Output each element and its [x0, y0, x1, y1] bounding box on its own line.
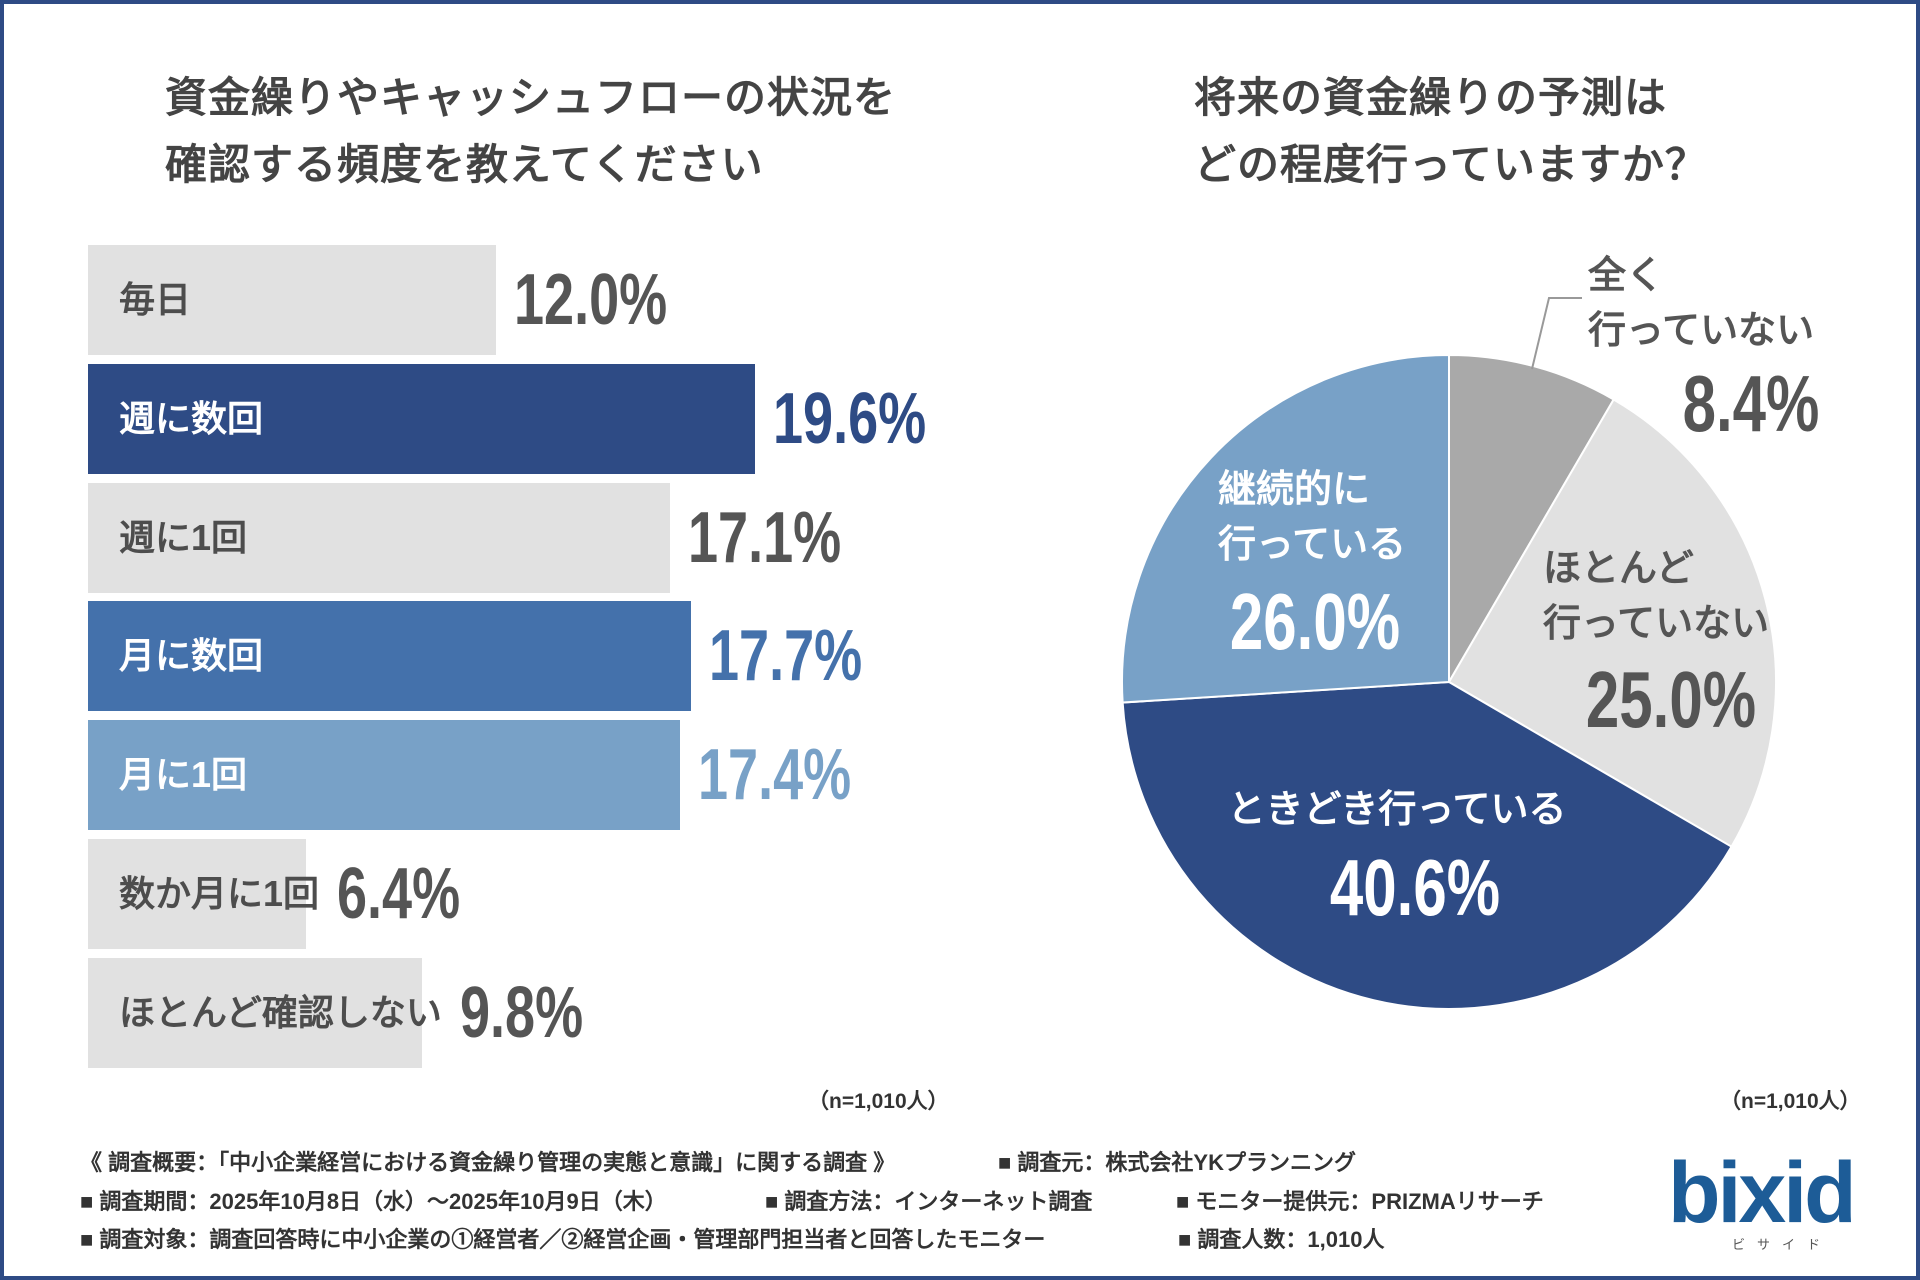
pie-slice-not-at-all	[1448, 353, 1616, 686]
bar-value-label: 19.6%	[773, 379, 927, 459]
pie-label-hardly-line: 行っていない	[1543, 603, 1770, 645]
footer-surveyor: ■ 調査元：株式会社YKプランニング	[998, 1150, 1356, 1175]
pie-label-not-at-all-line: 全く	[1588, 255, 1665, 297]
logo-subtext: ビサイド	[1732, 1237, 1833, 1252]
pie-chart-title-line: どの程度行っていますか？	[1194, 141, 1708, 188]
bar-value-label: 17.7%	[708, 616, 862, 696]
pie-chart-sample-note: （n=1,010人）	[1720, 1090, 1861, 1113]
footer-sample-size: ■ 調査人数：1,010人	[1178, 1227, 1385, 1252]
bar-value-label: 12.0%	[514, 260, 668, 340]
pie-value-not-at-all: 8.4%	[1682, 359, 1820, 448]
pie-value-hardly: 25.0%	[1585, 655, 1757, 744]
pie-value-continuously: 26.0%	[1229, 577, 1401, 666]
pie-leader-line	[1531, 297, 1582, 370]
bar	[88, 483, 671, 593]
bar-category-label: 週に数回	[119, 398, 264, 439]
pie-label-hardly-line: ほとんど	[1543, 548, 1694, 590]
logo-wordmark: bixid	[1668, 1145, 1857, 1241]
bar-row: 数か月に1回 6.4%	[88, 839, 1088, 949]
footer-survey-period: ■ 調査期間：2025年10月8日（水）～2025年10月9日（木）	[80, 1189, 667, 1214]
footer-survey-target: ■ 調査対象：調査回答時に中小企業の①経営者／②経営企画・管理部門担当者と回答し…	[80, 1227, 1046, 1252]
bar-category-label: 数か月に1回	[119, 873, 320, 914]
bar	[88, 245, 497, 355]
pie-label-continuously-line: 継続的に	[1218, 469, 1371, 511]
pie-label-not-at-all-line: 行っていない	[1588, 310, 1815, 352]
bar-row: 週に1回 17.1%	[88, 483, 1088, 593]
pie-slice-sometimes	[1121, 680, 1733, 1010]
bar-value-label: 9.8%	[460, 973, 584, 1053]
bar-row: ほとんど確認しない 9.8%	[88, 958, 1088, 1068]
bar-chart-title-line: 確認する頻度を教えてください	[165, 141, 764, 188]
pie-slice-hardly	[1447, 398, 1777, 849]
bar	[88, 958, 422, 1068]
pie-label-sometimes-line: ときどき行っている	[1227, 789, 1567, 831]
bar	[88, 839, 306, 949]
bar-row: 毎日 12.0%	[88, 245, 1088, 355]
pie-label-continuously-line: 行っている	[1218, 524, 1407, 566]
bar-category-label: 月に1回	[119, 754, 248, 795]
bar-value-label: 17.1%	[688, 498, 842, 578]
pie-chart-title-line: 将来の資金繰りの予測は	[1194, 74, 1668, 121]
bar	[88, 601, 691, 711]
pie-value-sometimes: 40.6%	[1329, 843, 1501, 932]
pie-chart-title: 将来の資金繰りの予測は どの程度行っていますか？	[1194, 64, 1708, 198]
bar-category-label: 毎日	[119, 279, 192, 320]
bar-row: 月に1回 17.4%	[88, 720, 1088, 830]
bar-value-label: 6.4%	[337, 854, 461, 934]
footer-survey-method: ■ 調査方法：インターネット調査	[765, 1189, 1093, 1214]
bar-chart-title: 資金繰りやキャッシュフローの状況を 確認する頻度を教えてください	[165, 64, 896, 198]
bar-chart-sample-note: （n=1,010人）	[808, 1090, 949, 1113]
footer-survey-overview: 《 調査概要：「中小企業経営における資金繰り管理の実態と意識」に関する調査 》	[80, 1150, 896, 1175]
bar-row: 週に数回 19.6%	[88, 364, 1088, 474]
bar-category-label: 月に数回	[119, 635, 264, 676]
bar-value-label: 17.4%	[698, 735, 852, 815]
bar	[88, 364, 756, 474]
footer-monitor-provider: ■ モニター提供元：PRIZMAリサーチ	[1176, 1189, 1544, 1214]
bar-category-label: 週に1回	[119, 517, 248, 558]
bar	[88, 720, 681, 830]
bar-row: 月に数回 17.7%	[88, 601, 1088, 711]
bar-chart-title-line: 資金繰りやキャッシュフローの状況を	[165, 74, 897, 121]
pie-slice-continuously	[1121, 353, 1450, 704]
bar-category-label: ほとんど確認しない	[119, 992, 442, 1033]
